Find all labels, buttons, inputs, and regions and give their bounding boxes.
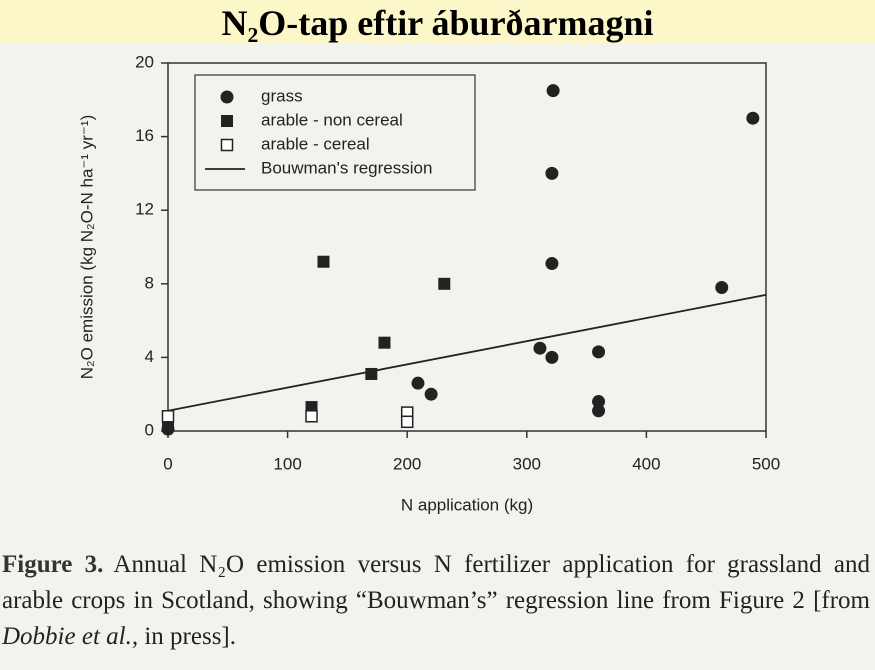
title-band [0, 0, 875, 44]
x-tick-label: 0 [163, 454, 172, 473]
legend-label: arable - non cereal [261, 110, 403, 129]
y-tick-label: 20 [135, 52, 154, 71]
caption-label: Figure 3. [2, 551, 104, 578]
caption-end: in press]. [144, 623, 236, 650]
point [592, 395, 606, 409]
caption-text: Annual N₂O emission versus N fertilizer … [2, 551, 870, 614]
point [545, 350, 559, 364]
regression-line [167, 293, 767, 412]
point [592, 404, 606, 418]
legend-marker [220, 90, 234, 104]
y-axis-label: N₂O emission (kg N₂O-N ha⁻¹ yr⁻¹) [77, 115, 96, 379]
legend-label: Bouwman's regression [261, 158, 432, 177]
x-tick-label: 200 [393, 454, 421, 473]
legend: grass arable - non cereal arable - cereal B… [194, 74, 476, 191]
y-tick-label: 8 [145, 273, 154, 292]
point [546, 84, 560, 98]
point [411, 376, 425, 390]
legend-marker [220, 138, 234, 152]
point [746, 111, 760, 125]
x-axis-label: N application (kg) [401, 495, 533, 514]
legend-box [194, 74, 476, 191]
point [545, 257, 559, 271]
x-tick-label: 300 [513, 454, 541, 473]
point [305, 410, 318, 423]
caption-citation: Dobbie et al., [2, 623, 139, 650]
point [317, 255, 330, 268]
point [438, 277, 451, 290]
point [533, 341, 547, 355]
point [378, 336, 391, 349]
point [161, 410, 175, 423]
legend-label: grass [261, 86, 303, 105]
y-tick-label: 0 [145, 420, 154, 439]
y-tick-label: 12 [135, 200, 154, 219]
caption: Figure 3. Annual N₂O emission versus N fe… [2, 547, 870, 655]
y-tick-label: 16 [135, 126, 154, 145]
plot-frame [167, 62, 767, 432]
point [400, 415, 414, 429]
legend-label: arable - cereal [261, 134, 370, 153]
point [715, 280, 729, 294]
point [545, 166, 559, 180]
y-tick-label: 4 [145, 347, 154, 366]
point [592, 345, 606, 359]
x-tick-label: 400 [632, 454, 660, 473]
slide-title: N₂O-tap eftir áburðarmagni [221, 3, 654, 43]
x-tick-label: 100 [273, 454, 301, 473]
legend-marker [221, 115, 233, 127]
x-tick-label: 500 [752, 454, 780, 473]
point [424, 387, 438, 401]
